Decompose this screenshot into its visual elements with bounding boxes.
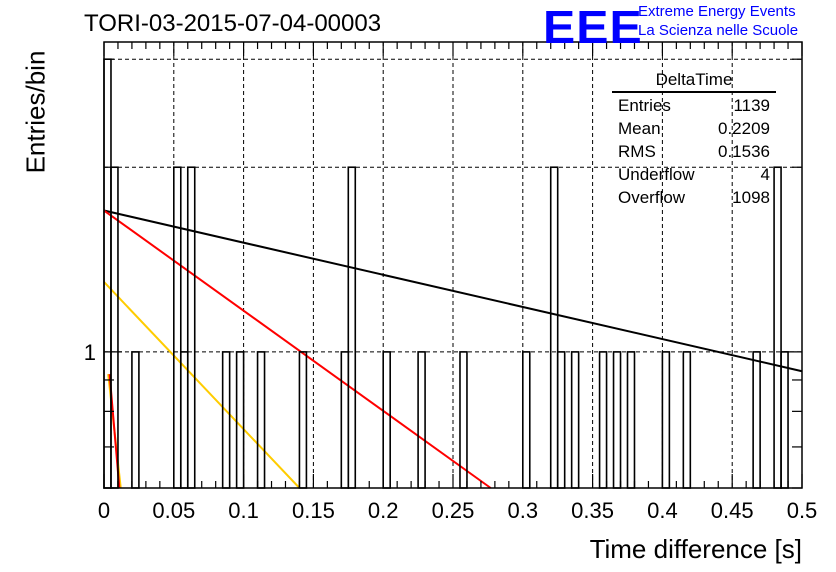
histogram-bar	[773, 166, 782, 489]
histogram-bar	[556, 351, 566, 489]
logo-subtitle-1: Extreme Energy Events	[638, 3, 796, 20]
plot-title: TORI-03-2015-07-04-00003	[84, 10, 382, 37]
stats-row-mean: Mean 0.2209	[612, 119, 776, 142]
stats-row-rms: RMS 0.1536	[612, 142, 776, 165]
y-tick-label: 1	[84, 340, 96, 365]
histogram-bar	[221, 351, 231, 489]
x-axis-label: Time difference [s]	[589, 534, 802, 564]
stats-value: 0.2209	[718, 119, 770, 138]
logo-subtitle-2: La Scienza nelle Scuole	[638, 22, 799, 39]
histogram-bar	[186, 166, 196, 489]
x-tick-labels: 0 0.05 0.1 0.15 0.2 0.25 0.3 0.35 0.4 0.45 0.5	[98, 498, 817, 523]
eee-logo: EEE	[543, 1, 643, 53]
stats-row-entries: Entries 1139	[612, 96, 776, 119]
histogram-bar	[780, 351, 789, 489]
histogram-bar	[347, 166, 357, 489]
stats-value: 0.1536	[718, 142, 770, 161]
histogram-bar	[752, 351, 761, 489]
histogram-bar	[549, 166, 559, 489]
histogram-bar	[179, 351, 189, 489]
stats-value: 1098	[732, 188, 770, 207]
histogram-bar	[235, 351, 245, 489]
x-tick-label: 0	[98, 498, 110, 523]
histogram-bar	[598, 351, 608, 489]
x-tick-label: 0.3	[508, 498, 539, 523]
stats-box: DeltaTime Entries 1139 Mean 0.2209 RMS 0…	[612, 70, 776, 211]
stats-row-underflow: Underflow 4	[612, 165, 776, 188]
x-tick-label: 0.4	[647, 498, 678, 523]
stats-title: DeltaTime	[612, 70, 776, 93]
histogram-bar	[173, 166, 182, 489]
x-tick-label: 0.25	[432, 498, 475, 523]
histogram-bar	[340, 351, 350, 489]
histogram-bar	[612, 351, 622, 489]
stats-label: Underflow	[618, 165, 695, 184]
fit-curves	[103, 209, 803, 489]
x-tick-label: 0.45	[711, 498, 754, 523]
x-tick-label: 0.5	[787, 498, 818, 523]
fit-line	[103, 209, 492, 489]
stats-value: 1139	[733, 96, 770, 115]
y-axis-label: Entries/bin	[20, 50, 51, 174]
histogram-bar	[521, 351, 531, 489]
histogram-bar	[682, 351, 692, 489]
histogram-bar	[417, 351, 426, 489]
histogram-bar	[298, 351, 308, 489]
x-tick-label: 0.2	[368, 498, 399, 523]
fit-line	[103, 209, 803, 373]
histogram-bar	[626, 351, 636, 489]
stats-label: Overflow	[618, 188, 686, 207]
y-tick-labels: 1	[84, 340, 96, 365]
histogram-bar	[570, 351, 580, 489]
fit-line	[103, 281, 301, 489]
histogram-bar	[382, 351, 391, 489]
stats-label: Entries	[618, 96, 671, 115]
histogram-bar	[661, 351, 671, 489]
x-tick-label: 0.05	[152, 498, 195, 523]
stats-row-overflow: Overflow 1098	[612, 188, 776, 211]
x-tick-label: 0.15	[292, 498, 335, 523]
histogram-bar	[131, 351, 140, 489]
stats-label: Mean	[618, 119, 661, 138]
x-tick-label: 0.35	[571, 498, 614, 523]
axis-ticks	[103, 42, 803, 489]
histogram-bar	[256, 351, 266, 489]
stats-value: 4	[760, 165, 770, 184]
stats-label: RMS	[618, 142, 656, 161]
x-tick-label: 0.1	[228, 498, 259, 523]
histogram-bar	[103, 58, 112, 489]
